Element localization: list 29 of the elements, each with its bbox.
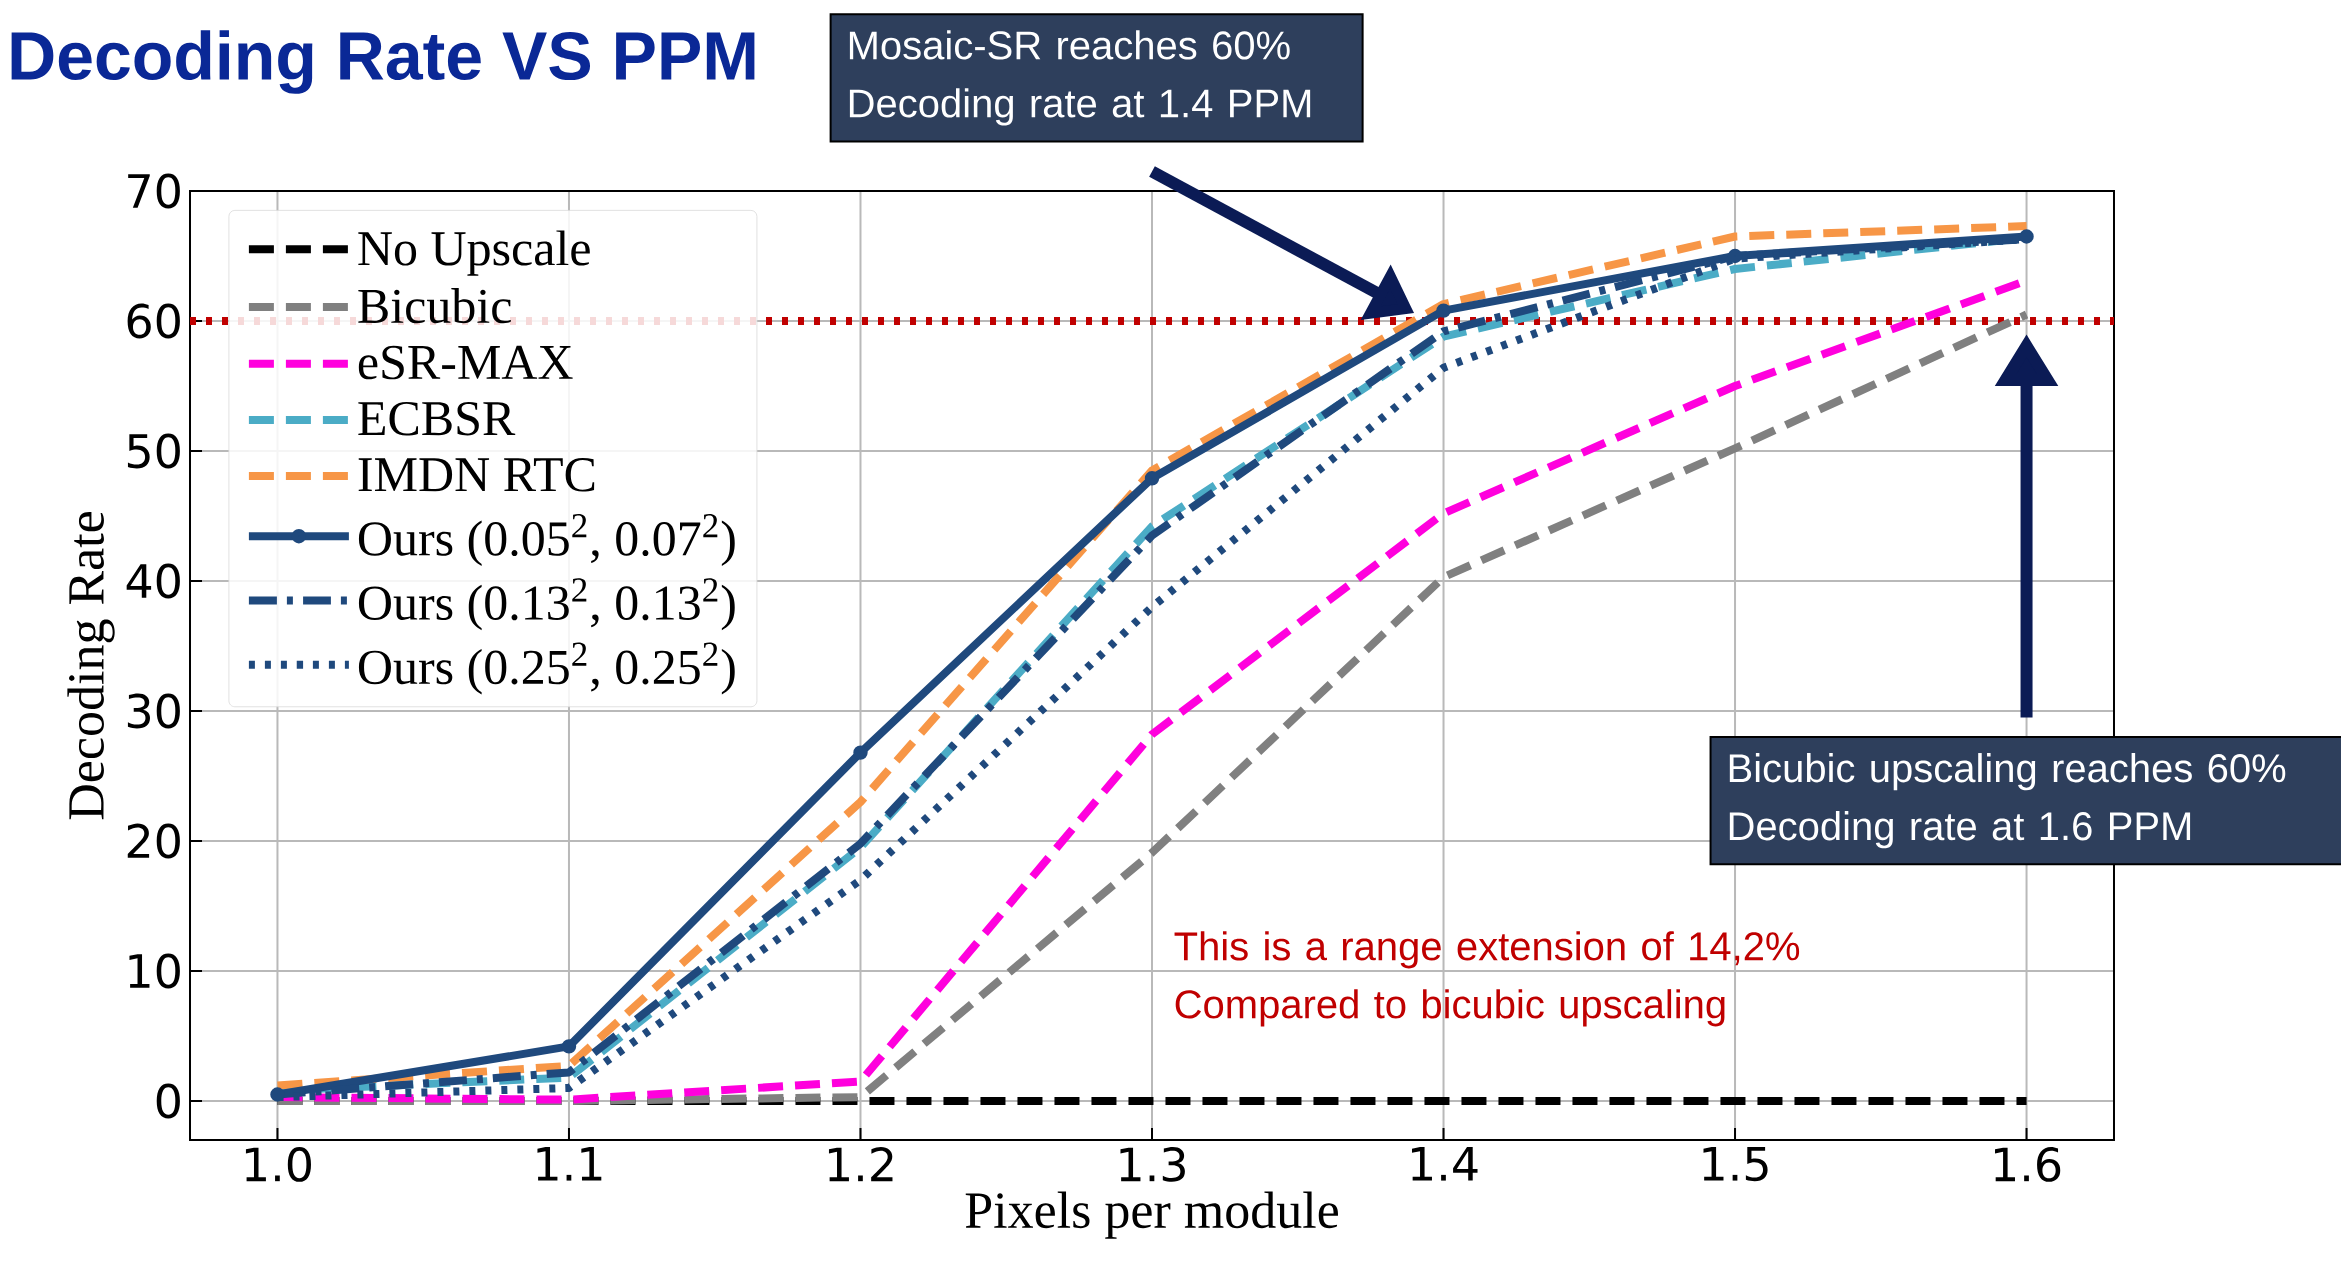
legend-label: eSR-MAX: [358, 345, 573, 380]
annotation: Bicubic upscaling reaches 60% Decoding rate at 1.6 PPM: [1729, 753, 2286, 849]
y-axis-title: Decoding Rate: [67, 512, 115, 820]
y-tick-label: 0: [156, 1083, 180, 1119]
legend-label: Ours (0.05$^{2}$, 0.07$^{2}$): [358, 514, 735, 566]
legend-label: ECBSR: [358, 401, 516, 436]
y-tick-label: 30: [127, 693, 180, 729]
x-tick-label: 1.6: [1995, 1147, 2061, 1182]
x-tick-label: 1.2: [828, 1147, 893, 1182]
y-tick-label: 70: [128, 173, 180, 209]
x-tick-label: 1.4: [1411, 1147, 1478, 1181]
legend-label: Bicubic: [358, 288, 511, 324]
x-axis-title: Pixels per module: [965, 1191, 1338, 1239]
y-tick-label: 40: [126, 563, 180, 599]
legend-label: Ours (0.25$^{2}$, 0.25$^{2}$): [358, 642, 735, 695]
x-tick-label: 1.3: [1120, 1147, 1185, 1182]
legend-label: Ours (0.13$^{2}$, 0.13$^{2}$): [358, 578, 735, 631]
annotation: This is a range extension of 14,2% Compared to bicubic upscaling: [1174, 931, 1800, 1027]
text: Mosaic-SR reaches 60% Decoding rate at 1.4 PPM: [849, 30, 1311, 126]
y-tick-label: 50: [127, 433, 180, 469]
y-tick-label: 20: [127, 823, 180, 859]
y-tick-label: 60: [127, 303, 180, 339]
legend-label: No Upscale: [358, 230, 590, 276]
y-tick-label: 10: [129, 953, 180, 989]
x-tick-label: 1.1: [537, 1147, 602, 1181]
chart-title: Decoding Rate VS PPM: [11, 30, 755, 94]
x-tick-label: 1.0: [245, 1147, 311, 1182]
x-tick-label: 1.5: [1703, 1147, 1768, 1182]
legend-label: IMDN RTC: [358, 457, 595, 492]
